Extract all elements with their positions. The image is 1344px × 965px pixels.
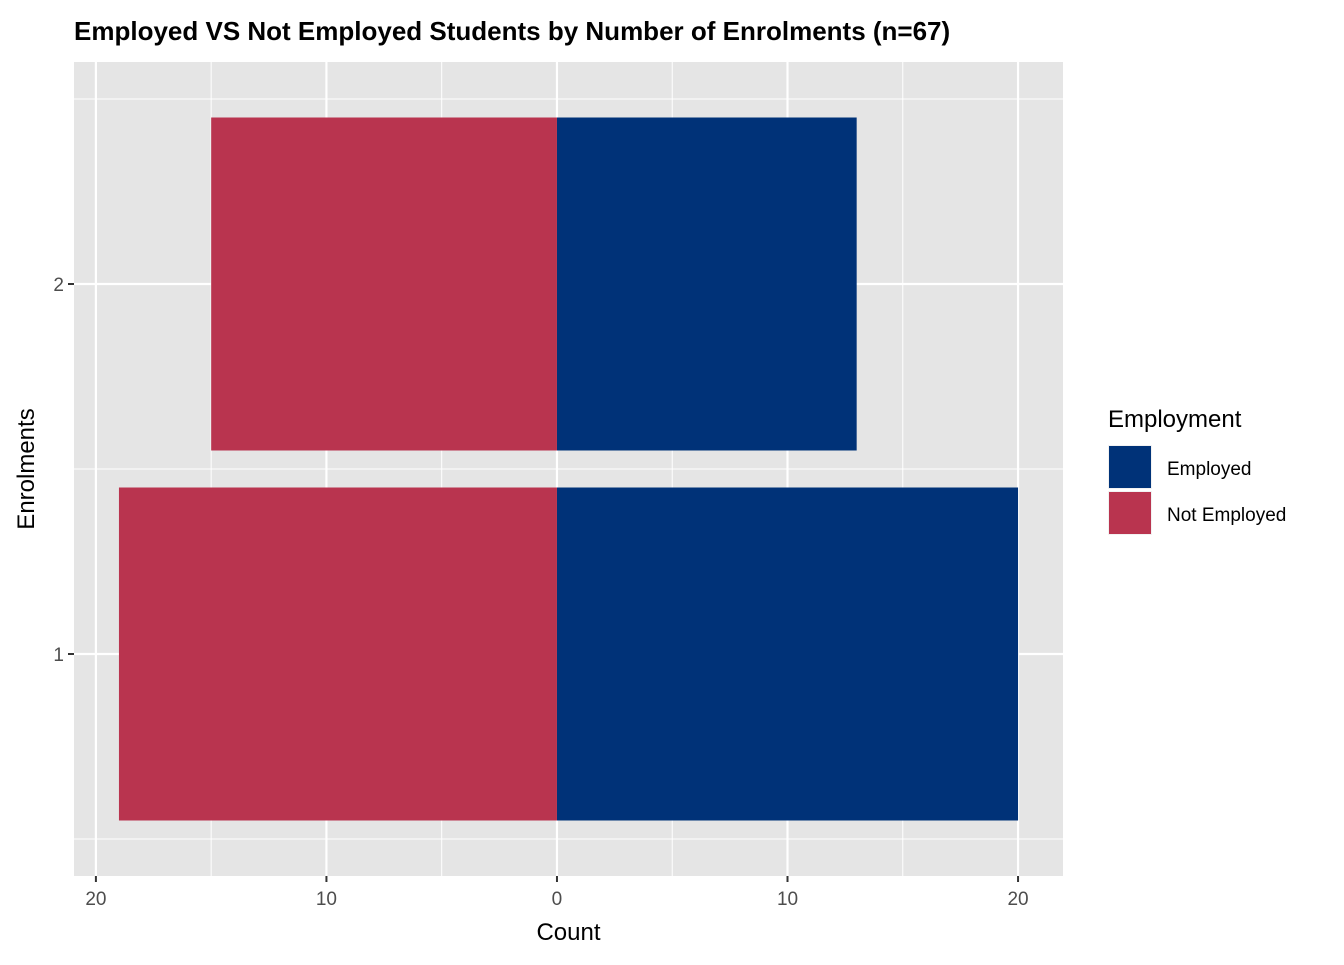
chart-title: Employed VS Not Employed Students by Num… [74, 16, 950, 46]
x-axis: 20 10 0 10 20 [85, 876, 1029, 910]
legend-swatch-not-employed [1109, 492, 1151, 534]
y-axis: 12 [53, 275, 74, 666]
bar-employed-1 [556, 487, 1019, 821]
x-tick-label: 0 [552, 889, 563, 910]
x-tick-label: 10 [316, 889, 337, 910]
legend-label: Not Employed [1167, 505, 1286, 526]
y-axis-label: Enrolments [13, 408, 40, 529]
x-tick-label: 20 [1007, 889, 1028, 910]
bar-not-employed-1 [118, 487, 557, 821]
legend-label: Employed [1167, 459, 1252, 480]
y-tick-label: 2 [53, 275, 64, 296]
y-tick-label: 1 [53, 645, 64, 666]
bar-not-employed-2 [211, 117, 557, 451]
bar-employed-2 [556, 117, 857, 451]
x-tick-label: 10 [777, 889, 798, 910]
legend-swatch-employed [1109, 446, 1151, 488]
x-tick-label: 20 [85, 889, 106, 910]
legend-title: Employment [1108, 406, 1242, 433]
legend: Employment Employed Not Employed [1108, 406, 1286, 535]
bars [118, 117, 1019, 821]
x-axis-label: Count [536, 919, 600, 946]
